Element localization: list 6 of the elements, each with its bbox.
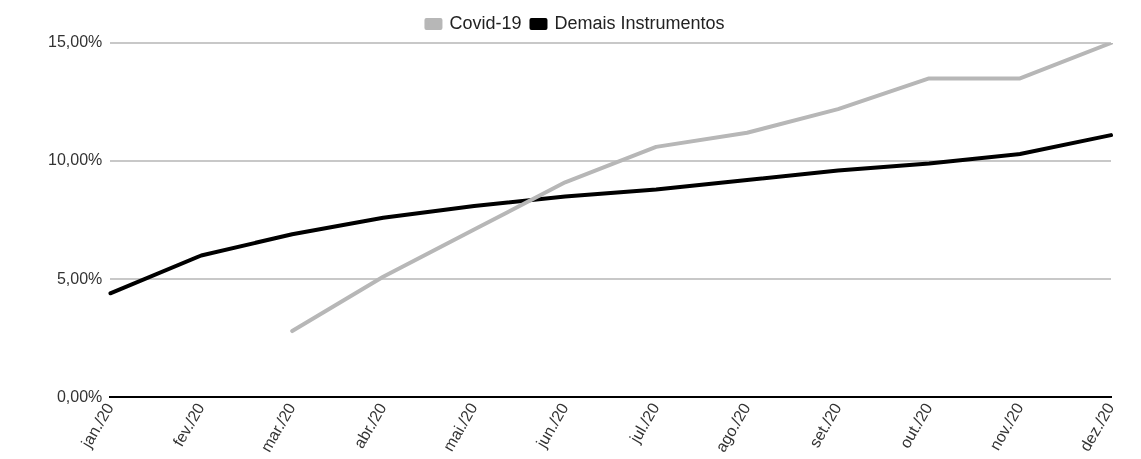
y-tick-label: 5,00% xyxy=(56,269,103,287)
y-tick-label: 15,00% xyxy=(48,33,103,51)
legend-label: Demais Instrumentos xyxy=(554,12,725,33)
legend-label: Covid-19 xyxy=(449,12,522,33)
y-tick-label: 10,00% xyxy=(48,151,103,169)
y-tick-label: 0,00% xyxy=(56,387,103,405)
